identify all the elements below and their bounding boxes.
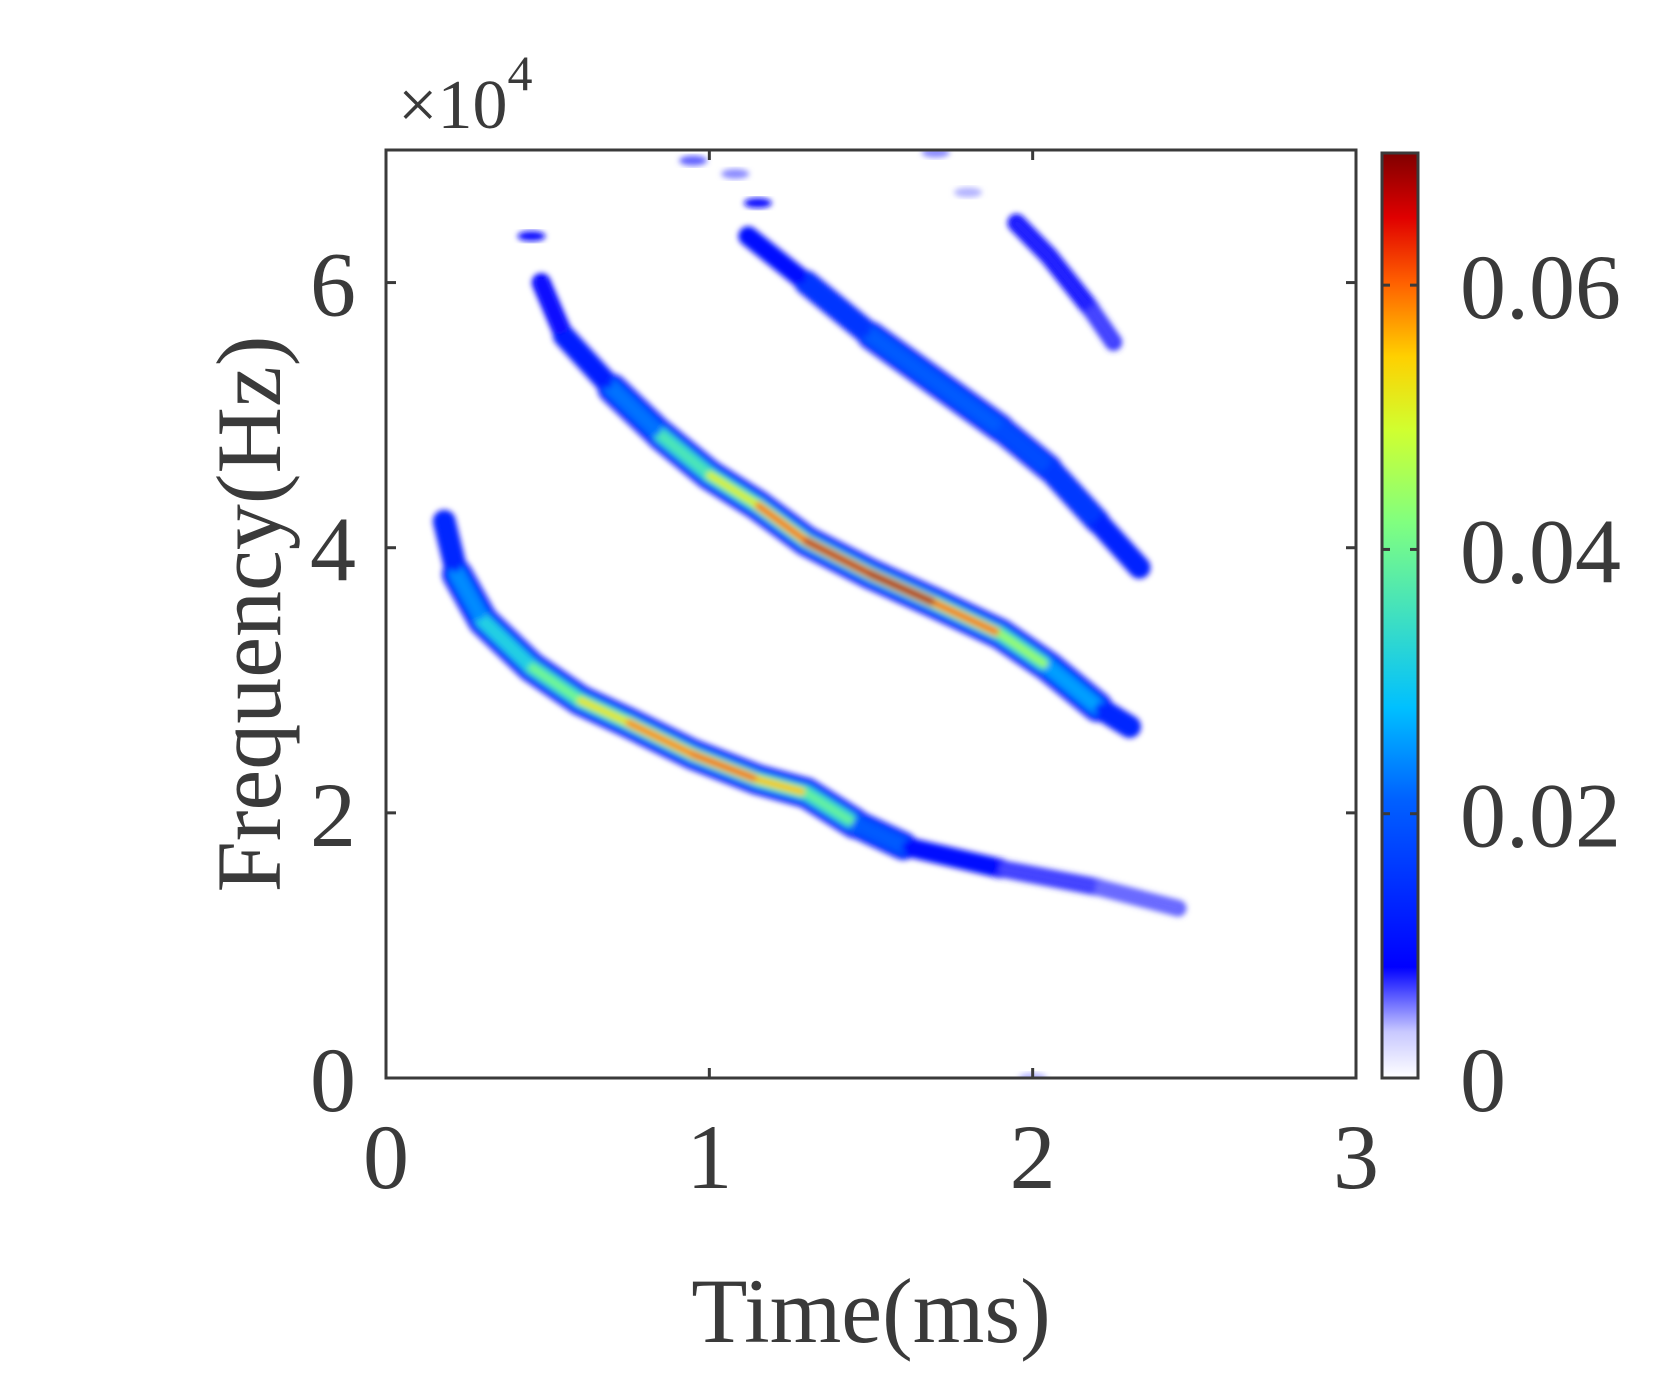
ridge-segment — [901, 844, 1002, 871]
y-tick-label: 4 — [310, 499, 356, 601]
x-tick-label: 1 — [686, 1106, 732, 1208]
spectral-blob — [517, 231, 546, 242]
colorbar-tick-label: 0.04 — [1460, 500, 1621, 602]
colorbar-tick-label: 0.02 — [1460, 765, 1621, 867]
ridge-segment — [480, 618, 534, 670]
ridge-segment — [755, 777, 809, 796]
ridge-segment — [529, 664, 583, 703]
ridge-segment — [577, 697, 631, 726]
ridge-segment — [454, 571, 486, 624]
plot-frame — [384, 148, 1358, 1080]
ridge-segment — [1015, 221, 1051, 258]
spectral-blob — [679, 155, 708, 166]
ridge-4 — [1007, 213, 1123, 351]
colorbar-tick-label: 0 — [1460, 1029, 1506, 1131]
ridge-segment — [706, 472, 761, 508]
spectrogram-image — [432, 150, 1187, 1078]
ridge-segment — [442, 519, 460, 577]
spectral-blob — [721, 168, 750, 179]
ridge-segment — [1095, 885, 1180, 910]
ridge-segment — [852, 821, 906, 849]
ridge-segment — [998, 867, 1099, 889]
axes: 0 1 2 3 0 2 4 6 — [310, 150, 1379, 1208]
ridge-segment — [539, 281, 566, 338]
y-exponent-label: ×104 — [398, 45, 532, 144]
ridge-segment — [1095, 519, 1142, 570]
x-tick-label: 3 — [1333, 1106, 1379, 1208]
x-axis-label: Time(ms) — [691, 1260, 1051, 1362]
ridge-segment — [755, 502, 809, 544]
colorbar-axis: 0 0.02 0.04 0.06 — [1382, 236, 1621, 1131]
ridge-segment — [998, 426, 1052, 471]
ridge-segment — [746, 234, 808, 285]
ridge-segment — [1046, 664, 1100, 710]
ridge-segment — [933, 600, 1003, 637]
y-tick-label: 6 — [310, 234, 356, 336]
ridge-1 — [432, 509, 1187, 917]
ridge-segment — [1089, 307, 1115, 344]
ridge-3 — [738, 226, 1151, 579]
ridge-segment — [933, 379, 1003, 431]
ridge-segment — [803, 790, 858, 826]
ridge-segment — [562, 333, 615, 391]
ridge-segment — [1047, 254, 1093, 311]
y-tick-label: 2 — [310, 764, 356, 866]
ridge-2 — [531, 273, 1141, 738]
colorbar — [1380, 151, 1420, 1080]
ridge-segment — [609, 386, 664, 438]
ridge-segment — [803, 538, 874, 577]
ridge-segment — [868, 571, 939, 606]
ridge-segment — [690, 752, 761, 783]
y-axis-label: Frequency(Hz) — [198, 336, 300, 893]
ridge-segment — [1095, 704, 1132, 729]
ridge-segment — [1046, 466, 1100, 524]
ridge-segment — [804, 280, 873, 338]
ridge-segment — [658, 432, 712, 478]
colorbar-tick-label: 0.06 — [1460, 236, 1621, 338]
y-tick-label: 0 — [310, 1029, 356, 1131]
ridge-segment — [626, 720, 696, 758]
spectral-blob — [954, 187, 982, 198]
x-tick-label: 2 — [1010, 1106, 1056, 1208]
ridge-segment — [997, 631, 1052, 670]
x-tick-label: 0 — [363, 1106, 409, 1208]
ridge-segment — [868, 333, 938, 385]
spectral-blob — [921, 150, 950, 158]
spectral-blob — [743, 198, 772, 209]
